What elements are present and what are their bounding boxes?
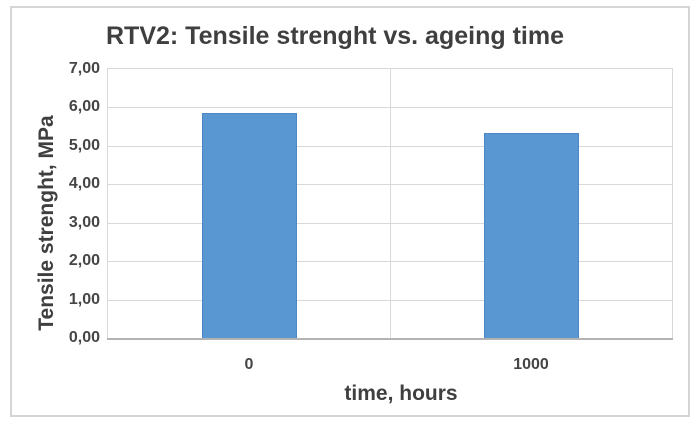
y-tick-label: 5,00	[68, 137, 100, 154]
x-tick-label: 1000	[513, 356, 549, 373]
y-tick-label: 3,00	[68, 214, 100, 231]
y-tick-label: 4,00	[68, 175, 100, 192]
y-tick-label: 0,00	[68, 329, 100, 346]
chart-frame: RTV2: Tensile strenght vs. ageing time T…	[10, 6, 690, 417]
plot-area	[107, 68, 673, 340]
x-axis-line	[107, 338, 673, 340]
x-tick-label: 0	[244, 356, 254, 373]
y-tick-label: 7,00	[68, 60, 100, 77]
y-tick-label: 1,00	[68, 291, 100, 308]
bar-1000	[484, 133, 579, 338]
x-gridline	[390, 69, 391, 338]
chart-title: RTV2: Tensile strenght vs. ageing time	[106, 22, 564, 50]
bar-0	[202, 113, 297, 338]
y-tick-label: 2,00	[68, 252, 100, 269]
y-tick-label: 6,00	[68, 98, 100, 115]
x-axis-title: time, hours	[344, 382, 458, 405]
